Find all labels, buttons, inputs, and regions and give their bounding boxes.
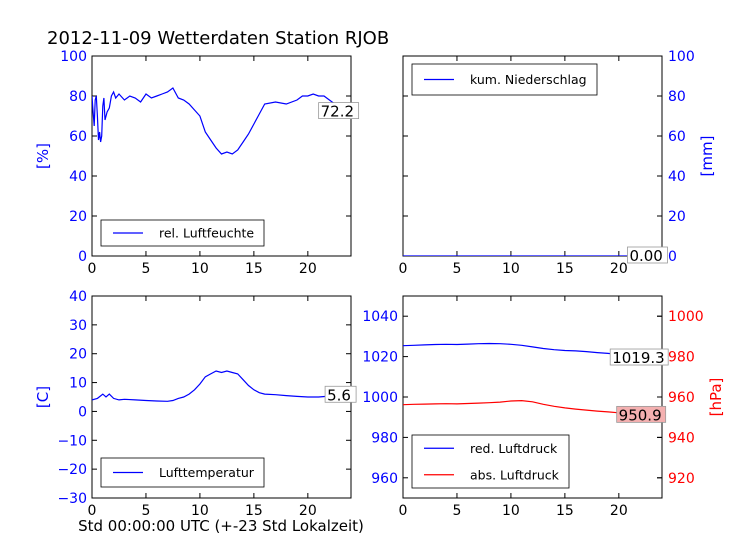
y-tick-label: 1000 bbox=[362, 390, 398, 406]
y-tick-label: 60 bbox=[69, 129, 87, 145]
humidity-legend: rel. Luftfeuchte bbox=[100, 219, 265, 247]
y-tick-label: 80 bbox=[668, 89, 686, 105]
y-tick-label: −20 bbox=[57, 462, 87, 478]
y-tick-label: 980 bbox=[371, 430, 398, 446]
x-tick-label: 20 bbox=[299, 261, 317, 277]
x-tick-label: 20 bbox=[299, 503, 317, 519]
annotation-text: 1019.3 bbox=[612, 349, 665, 367]
y-right-tick-label: 920 bbox=[668, 471, 695, 487]
x-tick-label: 10 bbox=[191, 503, 209, 519]
x-tick-label: 20 bbox=[610, 503, 628, 519]
y-right-tick-label: 980 bbox=[668, 350, 695, 366]
legend-entry: red. Luftdruck bbox=[470, 441, 558, 456]
y-tick-label: 10 bbox=[69, 376, 87, 392]
y-tick-label: 100 bbox=[668, 49, 695, 65]
x-tick-label: 10 bbox=[502, 503, 520, 519]
y-right-tick-label: 960 bbox=[668, 390, 695, 406]
annotation-box bbox=[627, 246, 668, 264]
y-tick-label: 1040 bbox=[362, 309, 398, 325]
y-tick-label: 20 bbox=[69, 347, 87, 363]
y-axis-label: [%] bbox=[34, 143, 52, 169]
y-tick-label: 20 bbox=[69, 209, 87, 225]
y-right-tick-label: 1000 bbox=[668, 309, 704, 325]
precipitation-panel: 0 5 10 15 20 0 20 40 60 80 100 [mm] 0.00 kum. Nieders… bbox=[399, 49, 716, 277]
figure-title: 2012-11-09 Wetterdaten Station RJOB bbox=[47, 28, 389, 49]
annotation-text: 5.6 bbox=[327, 386, 351, 404]
x-tick-label: 15 bbox=[245, 261, 263, 277]
y-tick-label: 100 bbox=[60, 49, 87, 65]
x-tick-label: 15 bbox=[245, 503, 263, 519]
x-tick-label: 5 bbox=[141, 261, 150, 277]
humidity-panel: 0 5 10 15 20 0 20 40 60 80 100 [%] 72.2 rel. Luftfeuc… bbox=[34, 49, 360, 277]
y-axis-label: [C] bbox=[34, 386, 52, 408]
x-tick-label: 15 bbox=[556, 503, 574, 519]
y-axis-label: [mm] bbox=[698, 136, 716, 177]
legend-frame bbox=[411, 434, 570, 489]
y-tick-label: 20 bbox=[668, 209, 686, 225]
y-tick-label: 0 bbox=[78, 404, 87, 420]
y-tick-label: 60 bbox=[668, 129, 686, 145]
annotation-box bbox=[616, 405, 667, 423]
y-tick-label: 960 bbox=[371, 471, 398, 487]
y-tick-label: 0 bbox=[668, 249, 677, 265]
annotation-box bbox=[609, 348, 669, 366]
y-tick-label: −30 bbox=[57, 491, 87, 507]
x-tick-label: 20 bbox=[610, 261, 628, 277]
x-tick-label: 5 bbox=[452, 261, 461, 277]
y-tick-label: 40 bbox=[69, 169, 87, 185]
legend-entry: Lufttemperatur bbox=[159, 465, 255, 480]
annotation-text: 0.00 bbox=[629, 247, 662, 265]
x-tick-label: 0 bbox=[88, 261, 97, 277]
y-tick-label: 40 bbox=[668, 169, 686, 185]
series-line-0 bbox=[92, 87, 351, 155]
x-tick-label: 15 bbox=[556, 261, 574, 277]
x-tick-label: 10 bbox=[191, 261, 209, 277]
legend-entry: rel. Luftfeuchte bbox=[159, 226, 254, 241]
precipitation-legend: kum. Niederschlag bbox=[411, 63, 598, 96]
x-axis-label: Std 00:00:00 UTC (+-23 Std Lokalzeit) bbox=[78, 517, 364, 535]
y-tick-label: −10 bbox=[57, 433, 87, 449]
annotation-box bbox=[324, 385, 357, 403]
x-tick-label: 10 bbox=[502, 261, 520, 277]
y-tick-label: 1020 bbox=[362, 350, 398, 366]
annotation-text: 72.2 bbox=[321, 103, 354, 121]
y-tick-label: 0 bbox=[78, 249, 87, 265]
temperature-panel: 0 5 10 15 20 −30 −20 −10 0 10 20 30 40 [C] 5.6 Lufttemp… bbox=[34, 289, 357, 519]
y-right-axis-label: [hPa] bbox=[707, 378, 725, 417]
y-tick-label: 80 bbox=[69, 89, 87, 105]
legend-entry: kum. Niederschlag bbox=[470, 72, 587, 87]
pressure-panel: 0 5 10 15 2096098010001020104092094096098010… bbox=[362, 295, 725, 519]
y-right-tick-label: 940 bbox=[668, 430, 695, 446]
pressure-legend: red. Luftdruck abs. Luftdruck bbox=[411, 434, 570, 489]
x-tick-label: 0 bbox=[399, 261, 408, 277]
annotation-box bbox=[318, 102, 360, 119]
y-tick-label: 30 bbox=[69, 318, 87, 334]
temperature-legend: Lufttemperatur bbox=[100, 457, 265, 488]
x-tick-label: 5 bbox=[452, 503, 461, 519]
x-tick-label: 0 bbox=[88, 503, 97, 519]
x-tick-label: 0 bbox=[399, 503, 408, 519]
series-line-0 bbox=[92, 370, 351, 402]
legend-entry: abs. Luftdruck bbox=[470, 467, 560, 482]
x-tick-label: 5 bbox=[141, 503, 150, 519]
annotation-text: 950.9 bbox=[619, 406, 662, 424]
y-tick-label: 40 bbox=[69, 289, 87, 305]
